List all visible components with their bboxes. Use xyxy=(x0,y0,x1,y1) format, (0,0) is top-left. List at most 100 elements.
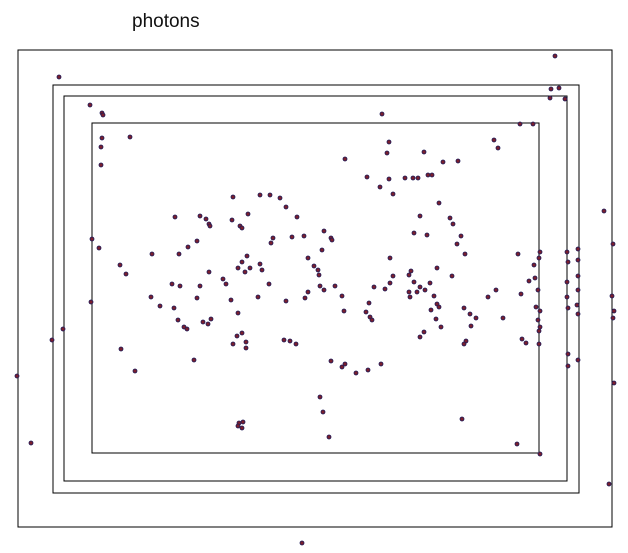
photon-dot xyxy=(305,255,311,261)
photon-dot xyxy=(194,238,200,244)
photon-dot xyxy=(171,305,177,311)
photon-dot xyxy=(149,251,155,257)
photon-dot xyxy=(390,273,396,279)
photon-dot xyxy=(177,283,183,289)
photon-dot xyxy=(270,235,276,241)
photon-dot xyxy=(197,213,203,219)
photon-dot xyxy=(410,175,416,181)
photon-dot xyxy=(369,317,375,323)
photon-dot xyxy=(454,241,460,247)
photon-dot xyxy=(417,213,423,219)
photon-dot xyxy=(436,304,442,310)
photon-dot xyxy=(206,269,212,275)
photon-dot xyxy=(321,287,327,293)
photon-dot xyxy=(537,249,543,255)
frame-rect xyxy=(91,122,540,454)
photon-dot xyxy=(123,271,129,277)
photon-dot xyxy=(461,341,467,347)
photon-dot xyxy=(301,233,307,239)
photon-dot xyxy=(458,233,464,239)
photon-dot xyxy=(223,281,229,287)
photon-dot xyxy=(536,255,542,261)
photon-dot xyxy=(493,287,499,293)
photon-dot xyxy=(228,297,234,303)
photon-dot xyxy=(387,255,393,261)
photon-dot xyxy=(427,280,433,286)
photon-dot xyxy=(96,245,102,251)
photon-dot xyxy=(433,316,439,322)
photon-dot xyxy=(200,319,206,325)
photon-dots xyxy=(14,53,617,546)
photon-dot xyxy=(169,281,175,287)
photon-dot xyxy=(315,267,321,273)
photon-dot xyxy=(611,380,617,386)
photon-dot xyxy=(449,273,455,279)
photon-dot xyxy=(407,294,413,300)
photon-dot xyxy=(239,330,245,336)
photon-dot xyxy=(387,280,393,286)
photon-dot xyxy=(574,302,580,308)
photon-dot xyxy=(194,295,200,301)
frame-rect xyxy=(52,84,580,494)
photon-dot xyxy=(185,244,191,250)
photon-dot xyxy=(317,394,323,400)
photon-dot xyxy=(377,184,383,190)
photon-dot xyxy=(382,286,388,292)
photon-dot xyxy=(230,194,236,200)
photon-dot xyxy=(235,310,241,316)
photon-dot xyxy=(378,361,384,367)
photon-dot xyxy=(556,85,562,91)
photon-dot xyxy=(239,425,245,431)
photon-dot xyxy=(411,230,417,236)
photon-dot xyxy=(429,172,435,178)
photon-dot xyxy=(242,269,248,275)
photon-dot xyxy=(317,283,323,289)
photon-dot xyxy=(428,307,434,313)
photon-dot xyxy=(319,247,325,253)
photon-dot xyxy=(461,305,467,311)
photon-dot xyxy=(519,336,525,342)
photon-dot xyxy=(514,441,520,447)
photon-dot xyxy=(208,316,214,322)
photon-dot xyxy=(537,324,543,330)
photon-dot xyxy=(517,121,523,127)
photon-dot xyxy=(259,267,265,273)
photon-dot xyxy=(536,328,542,334)
photon-dot xyxy=(229,217,235,223)
frame-rect xyxy=(63,95,568,482)
photon-dot xyxy=(203,216,209,222)
photon-dot xyxy=(408,268,414,274)
photon-dot xyxy=(56,74,62,80)
photon-dot xyxy=(411,279,417,285)
photon-dot xyxy=(148,294,154,300)
photon-dot xyxy=(87,102,93,108)
photon-dot xyxy=(230,341,236,347)
photon-dot xyxy=(402,175,408,181)
photon-dot xyxy=(515,251,521,257)
photon-dot xyxy=(281,337,287,343)
photon-dot xyxy=(255,294,261,300)
photon-dot xyxy=(601,208,607,214)
photon-dot xyxy=(157,303,163,309)
photon-dot xyxy=(532,275,538,281)
photon-dot xyxy=(565,363,571,369)
photon-dot xyxy=(455,158,461,164)
photon-dot xyxy=(127,134,133,140)
photon-dot xyxy=(537,451,543,457)
photon-dot xyxy=(341,308,347,314)
photon-dot xyxy=(424,232,430,238)
photon-dot xyxy=(60,326,66,332)
photon-dot xyxy=(245,211,251,217)
photon-dot xyxy=(406,289,412,295)
photon-dot xyxy=(14,373,20,379)
photon-dot xyxy=(436,200,442,206)
photon-dot xyxy=(447,215,453,221)
photon-dot xyxy=(425,172,431,178)
photon-dot xyxy=(207,223,213,229)
photon-dot xyxy=(564,279,570,285)
photon-dot xyxy=(239,225,245,231)
photon-dot xyxy=(473,315,479,321)
nested-frames xyxy=(17,49,613,528)
photon-dot xyxy=(132,368,138,374)
photon-dot xyxy=(294,214,300,220)
